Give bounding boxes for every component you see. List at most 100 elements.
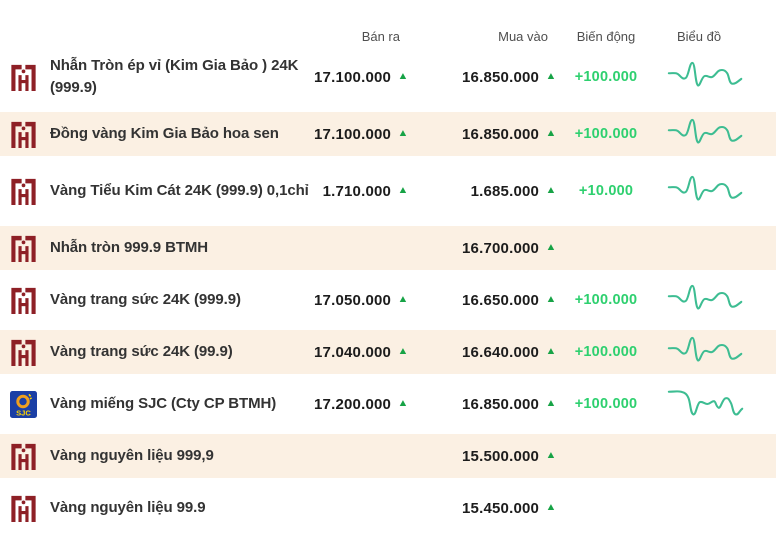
product-name: Vàng miếng SJC (Cty CP BTMH)	[50, 395, 277, 413]
change-value: +100.000	[574, 344, 638, 360]
table-row[interactable]: Đồng vàng Kim Gia Bảo hoa sen 17.100.000…	[0, 108, 776, 160]
product-name: Nhẫn tròn 999.9 BTMH	[50, 239, 209, 257]
buy-price: 16.640.000 ▲	[422, 344, 568, 361]
buy-price: 15.500.000 ▲	[422, 448, 568, 465]
sell-price: 17.100.000 ▲	[314, 69, 422, 86]
header-buy: Mua vào	[498, 28, 548, 44]
up-arrow-icon: ▲	[545, 450, 557, 461]
product-cell: Nhẫn tròn 999.9 BTMH	[0, 234, 330, 262]
change-value: +100.000	[574, 69, 638, 85]
btmh-logo-icon	[10, 120, 37, 148]
btmh-logo-icon	[10, 286, 37, 314]
price-value: 17.100.000	[314, 68, 392, 86]
table-row[interactable]: Vàng nguyên liệu 99.9 15.450.000 ▲	[0, 482, 776, 534]
up-arrow-icon: ▲	[545, 71, 557, 82]
btmh-logo-icon	[10, 494, 37, 522]
product-name: Đồng vàng Kim Gia Bảo hoa sen	[50, 125, 279, 143]
sell-price: 1.710.000 ▲	[323, 183, 422, 200]
btmh-logo-icon	[10, 234, 37, 262]
table-body: Nhẫn Tròn ép vỉ (Kim Gia Bảo ) 24K (999.…	[0, 46, 776, 534]
up-arrow-icon: ▲	[397, 346, 409, 357]
btmh-logo-icon	[10, 177, 37, 205]
buy-price: 15.450.000 ▲	[422, 500, 568, 517]
buy-price: 16.700.000 ▲	[422, 240, 568, 257]
sjc-logo-icon: SJC	[10, 390, 37, 418]
up-arrow-icon: ▲	[397, 294, 409, 305]
sparkline-chart[interactable]	[666, 113, 746, 155]
up-arrow-icon: ▲	[545, 242, 557, 253]
product-name: Vàng Tiểu Kim Cát 24K (999.9) 0,1chỉ	[50, 182, 309, 200]
up-arrow-icon: ▲	[545, 502, 557, 513]
price-value: 15.450.000	[462, 499, 540, 517]
sparkline-chart[interactable]	[666, 279, 746, 321]
price-value: 1.685.000	[470, 182, 540, 200]
product-cell: SJC Vàng miếng SJC (Cty CP BTMH)	[0, 390, 330, 418]
svg-text:SJC: SJC	[16, 408, 31, 417]
product-cell: Vàng nguyên liệu 99.9	[0, 494, 330, 522]
product-cell: Đồng vàng Kim Gia Bảo hoa sen	[0, 120, 330, 148]
product-cell: Nhẫn Tròn ép vỉ (Kim Gia Bảo ) 24K (999.…	[0, 55, 330, 99]
btmh-logo-icon	[10, 63, 37, 91]
price-value: 1.710.000	[322, 182, 392, 200]
table-row[interactable]: Vàng trang sức 24K (999.9) 17.050.000 ▲ 1…	[0, 274, 776, 326]
change-value: +10.000	[578, 183, 634, 199]
sell-price: 17.100.000 ▲	[314, 126, 422, 143]
price-value: 17.050.000	[314, 291, 392, 309]
chart-cell	[666, 56, 776, 98]
up-arrow-icon: ▲	[545, 398, 557, 409]
product-name: Vàng nguyên liệu 99.9	[50, 499, 206, 517]
buy-price: 16.850.000 ▲	[422, 396, 568, 413]
up-arrow-icon: ▲	[545, 185, 557, 196]
price-value: 16.850.000	[462, 68, 540, 86]
up-arrow-icon: ▲	[545, 128, 557, 139]
change-value: +100.000	[574, 396, 638, 412]
price-value: 16.700.000	[462, 239, 540, 257]
table-row[interactable]: Vàng trang sức 24K (99.9) 17.040.000 ▲ 16…	[0, 326, 776, 378]
header-change: Biến động	[576, 28, 636, 44]
product-cell: Vàng trang sức 24K (99.9)	[0, 338, 330, 366]
price-value: 17.200.000	[314, 395, 392, 413]
sell-price: 17.200.000 ▲	[314, 396, 422, 413]
price-value: 16.650.000	[462, 291, 540, 309]
btmh-logo-icon	[10, 442, 37, 470]
sell-price: 17.040.000 ▲	[314, 344, 422, 361]
chart-cell	[666, 331, 776, 373]
header-chart: Biểu đồ	[676, 28, 722, 44]
price-value: 16.850.000	[462, 395, 540, 413]
buy-price: 1.685.000 ▲	[422, 183, 568, 200]
product-name: Vàng nguyên liệu 999,9	[50, 447, 214, 465]
sparkline-chart[interactable]	[666, 56, 746, 98]
product-cell: Vàng Tiểu Kim Cát 24K (999.9) 0,1chỉ	[0, 177, 330, 205]
up-arrow-icon: ▲	[397, 128, 409, 139]
buy-price: 16.850.000 ▲	[422, 69, 568, 86]
gold-price-table: Bán ra Mua vào Biến động Biểu đồ Nhẫn Tr…	[0, 26, 776, 534]
table-row[interactable]: Vàng Tiểu Kim Cát 24K (999.9) 0,1chỉ 1.7…	[0, 160, 776, 222]
header-sell: Bán ra	[361, 28, 400, 44]
price-value: 16.640.000	[462, 343, 540, 361]
product-name: Vàng trang sức 24K (99.9)	[50, 343, 233, 361]
price-value: 17.040.000	[314, 343, 392, 361]
chart-cell	[666, 279, 776, 321]
sparkline-chart[interactable]	[666, 170, 746, 212]
up-arrow-icon: ▲	[397, 71, 409, 82]
chart-cell	[666, 113, 776, 155]
chart-cell	[666, 170, 776, 212]
table-row[interactable]: Nhẫn tròn 999.9 BTMH 16.700.000 ▲	[0, 222, 776, 274]
product-name: Vàng trang sức 24K (999.9)	[50, 291, 241, 309]
table-row[interactable]: Nhẫn Tròn ép vỉ (Kim Gia Bảo ) 24K (999.…	[0, 46, 776, 108]
table-header-row: Bán ra Mua vào Biến động Biểu đồ	[0, 26, 776, 46]
table-row[interactable]: SJC Vàng miếng SJC (Cty CP BTMH) 17.200.…	[0, 378, 776, 430]
product-cell: Vàng trang sức 24K (999.9)	[0, 286, 330, 314]
sparkline-chart[interactable]	[666, 383, 746, 425]
table-row[interactable]: Vàng nguyên liệu 999,9 15.500.000 ▲	[0, 430, 776, 482]
buy-price: 16.850.000 ▲	[422, 126, 568, 143]
sparkline-chart[interactable]	[666, 331, 746, 373]
sell-price: 17.050.000 ▲	[314, 292, 422, 309]
up-arrow-icon: ▲	[545, 346, 557, 357]
change-value: +100.000	[574, 126, 638, 142]
price-value: 17.100.000	[314, 125, 392, 143]
product-name: Nhẫn Tròn ép vỉ (Kim Gia Bảo ) 24K (999.…	[50, 57, 299, 96]
change-value: +100.000	[574, 292, 638, 308]
btmh-logo-icon	[10, 338, 37, 366]
price-value: 15.500.000	[462, 447, 540, 465]
